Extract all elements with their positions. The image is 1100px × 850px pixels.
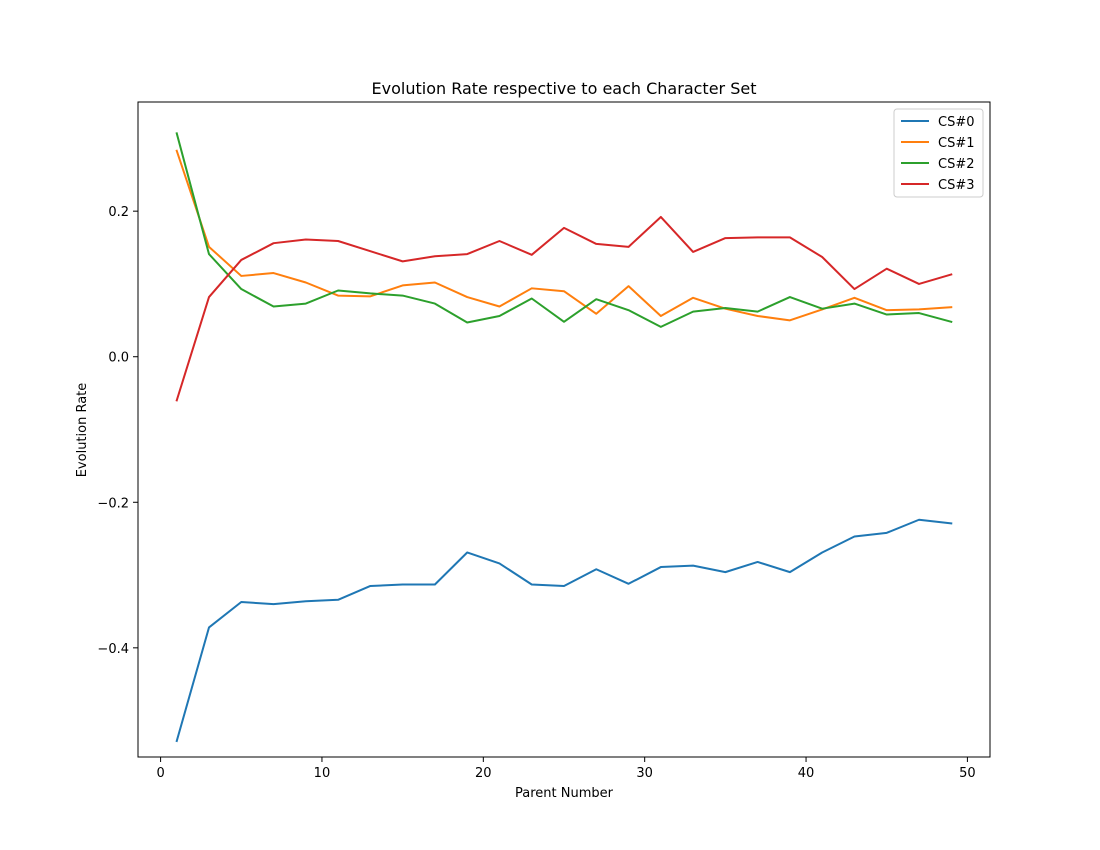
y-axis-label: Evolution Rate	[75, 383, 90, 478]
legend-label: CS#1	[938, 136, 975, 151]
x-axis-label: Parent Number	[515, 786, 614, 801]
legend-label: CS#0	[938, 115, 975, 130]
series-line-cs2	[175, 132, 953, 328]
y-tick-label: −0.4	[97, 642, 129, 657]
x-tick-label: 40	[798, 766, 815, 781]
y-tick-label: 0.0	[108, 351, 129, 366]
series-layer	[175, 132, 953, 743]
legend: CS#0 CS#1 CS#2 CS#3	[893, 108, 984, 198]
chart-title: Evolution Rate respective to each Charac…	[372, 79, 757, 98]
legend-label: CS#2	[938, 157, 975, 172]
x-tick-label: 20	[475, 766, 492, 781]
legend-box	[893, 108, 984, 198]
x-tick-label: 50	[959, 766, 976, 781]
x-tick-label: 0	[156, 766, 164, 781]
y-tick-label: 0.2	[108, 205, 129, 220]
series-line-cs3	[175, 215, 953, 402]
x-axis: 0 10 20 30 40 50	[156, 757, 976, 781]
x-tick-label: 30	[636, 766, 653, 781]
y-axis: −0.4 −0.2 0.0 0.2	[97, 205, 138, 657]
y-tick-label: −0.2	[97, 496, 129, 511]
series-line-cs0	[175, 518, 953, 743]
legend-label: CS#3	[938, 178, 975, 193]
plot-frame	[137, 101, 991, 758]
x-tick-label: 10	[314, 766, 331, 781]
